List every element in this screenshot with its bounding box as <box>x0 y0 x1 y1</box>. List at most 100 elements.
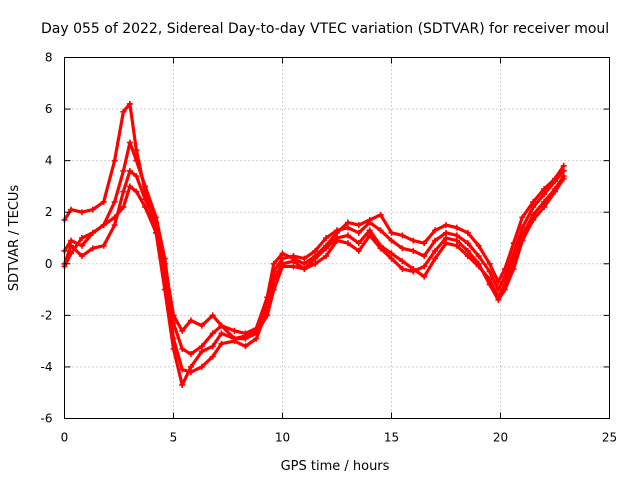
data-point <box>453 242 460 249</box>
series-line <box>62 102 566 335</box>
data-point <box>290 258 297 265</box>
data-point <box>334 227 340 234</box>
data-point <box>560 175 567 182</box>
data-point <box>218 340 225 347</box>
data-point <box>111 214 118 221</box>
data-point <box>231 335 238 342</box>
y-tick-label: 0 <box>45 257 53 271</box>
data-point <box>510 265 517 272</box>
data-point <box>344 240 351 247</box>
data-point <box>541 204 548 211</box>
data-point <box>475 253 482 260</box>
data-point <box>290 263 297 270</box>
data-point <box>323 253 330 260</box>
data-point <box>410 237 417 244</box>
data-point <box>355 222 362 229</box>
data-point <box>198 322 205 329</box>
data-point <box>410 268 417 275</box>
data-point <box>530 204 537 211</box>
series-trace-4 <box>61 175 567 388</box>
data-point <box>78 253 85 260</box>
data-point <box>89 206 96 213</box>
data-point <box>142 183 149 190</box>
data-point <box>264 312 271 319</box>
data-point <box>270 286 277 293</box>
data-point <box>187 363 194 370</box>
data-point <box>552 178 558 185</box>
data-point <box>78 242 85 249</box>
data-point <box>366 219 373 226</box>
y-tick-label: 4 <box>45 154 53 168</box>
data-point <box>344 219 351 226</box>
data-point <box>111 198 118 205</box>
data-point <box>388 250 395 257</box>
data-point <box>68 237 75 244</box>
data-point <box>89 229 96 236</box>
data-point <box>153 219 160 226</box>
data-point <box>421 263 428 270</box>
data-point <box>179 381 186 388</box>
x-tick-label: 20 <box>493 431 508 445</box>
data-point <box>126 183 133 190</box>
data-point <box>279 250 286 257</box>
data-point <box>432 227 439 234</box>
data-point <box>432 255 439 262</box>
x-tick-label: 0 <box>61 431 69 445</box>
plot-frame <box>64 57 610 419</box>
data-point <box>475 242 482 249</box>
data-point <box>231 327 238 334</box>
data-point <box>120 204 127 211</box>
grid-layer <box>64 57 610 419</box>
data-point <box>464 247 471 254</box>
data-point <box>464 253 471 260</box>
data-point <box>410 247 417 254</box>
data-point <box>388 255 395 262</box>
data-point <box>161 286 168 293</box>
y-tick-label: 8 <box>45 51 53 65</box>
data-point <box>120 188 127 195</box>
data-point <box>179 366 186 373</box>
data-point <box>312 255 319 262</box>
y-tick-label: 6 <box>45 102 53 116</box>
data-point <box>270 260 277 267</box>
data-point <box>301 255 308 262</box>
x-tick-label: 25 <box>602 431 617 445</box>
data-point <box>519 214 526 221</box>
data-point <box>530 211 537 218</box>
series-trace-2 <box>61 139 567 358</box>
data-point <box>323 235 330 241</box>
data-point <box>142 204 149 211</box>
data-point <box>541 186 548 193</box>
data-point <box>120 108 127 115</box>
data-point <box>323 245 330 252</box>
data-point <box>133 157 140 164</box>
data-point <box>179 345 186 352</box>
data-point <box>355 229 362 236</box>
x-tick-label: 5 <box>170 431 178 445</box>
data-point <box>377 245 384 252</box>
data-point <box>126 167 133 174</box>
data-point <box>530 198 537 205</box>
data-point <box>270 276 277 283</box>
data-point <box>443 229 449 236</box>
data-point <box>209 343 216 350</box>
chart-title: Day 055 of 2022, Sidereal Day-to-day VTE… <box>41 21 609 37</box>
data-point <box>388 237 395 244</box>
data-point <box>355 247 362 254</box>
data-point <box>179 327 186 334</box>
data-point <box>153 229 160 236</box>
data-point <box>334 237 340 244</box>
y-tick-label: -4 <box>41 360 53 374</box>
data-point <box>453 224 460 231</box>
data-point <box>388 229 395 236</box>
data-point <box>198 363 205 370</box>
data-point <box>421 253 428 260</box>
data-point <box>421 273 428 280</box>
series-trace-1 <box>61 100 567 337</box>
data-point <box>218 322 225 329</box>
data-point <box>355 240 362 247</box>
data-point <box>126 100 133 107</box>
x-tick-label: 10 <box>275 431 290 445</box>
data-point <box>78 209 85 216</box>
